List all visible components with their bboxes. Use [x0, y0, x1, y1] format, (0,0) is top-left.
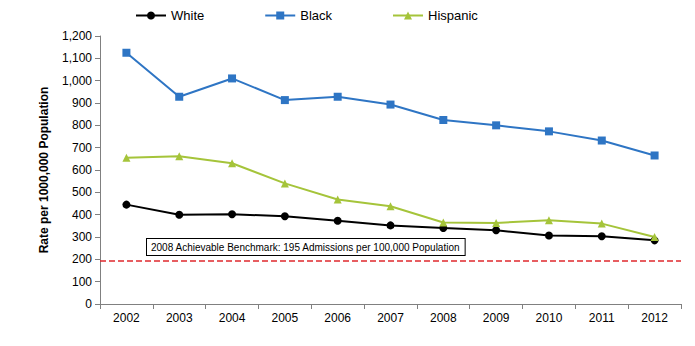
- svg-text:Rate per 1000,000 Population: Rate per 1000,000 Population: [37, 87, 51, 254]
- svg-text:2005: 2005: [272, 311, 299, 325]
- svg-text:2011: 2011: [589, 311, 615, 325]
- svg-text:1,200: 1,200: [62, 29, 92, 43]
- svg-text:200: 200: [72, 252, 92, 266]
- svg-text:2002: 2002: [113, 311, 140, 325]
- svg-text:2007: 2007: [377, 311, 404, 325]
- svg-text:900: 900: [72, 96, 92, 110]
- svg-text:2004: 2004: [219, 311, 246, 325]
- svg-text:100: 100: [72, 275, 92, 289]
- svg-text:2006: 2006: [324, 311, 351, 325]
- svg-text:Hispanic: Hispanic: [428, 8, 478, 23]
- svg-text:0: 0: [85, 297, 92, 311]
- svg-text:500: 500: [72, 185, 92, 199]
- svg-text:600: 600: [72, 163, 92, 177]
- svg-text:2008 Achievable Benchmark: 195: 2008 Achievable Benchmark: 195 Admission…: [151, 242, 460, 253]
- svg-text:400: 400: [72, 208, 92, 222]
- svg-text:2012: 2012: [641, 311, 668, 325]
- svg-text:800: 800: [72, 118, 92, 132]
- svg-text:1,000: 1,000: [62, 74, 92, 88]
- svg-text:2008: 2008: [430, 311, 457, 325]
- svg-text:2009: 2009: [483, 311, 510, 325]
- svg-text:White: White: [171, 8, 204, 23]
- svg-text:2010: 2010: [536, 311, 563, 325]
- svg-text:300: 300: [72, 230, 92, 244]
- svg-text:1,100: 1,100: [62, 51, 92, 65]
- svg-text:700: 700: [72, 141, 92, 155]
- svg-text:2003: 2003: [166, 311, 193, 325]
- svg-text:Black: Black: [300, 8, 332, 23]
